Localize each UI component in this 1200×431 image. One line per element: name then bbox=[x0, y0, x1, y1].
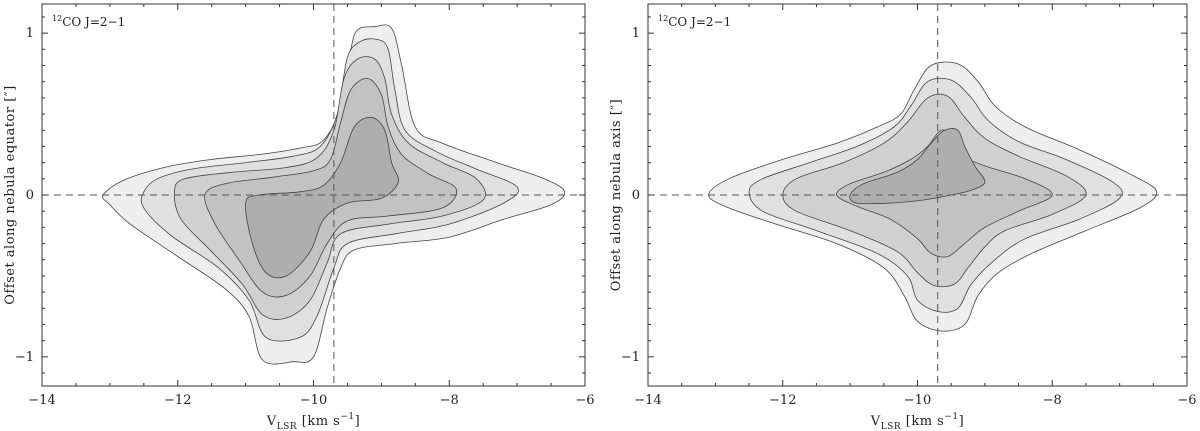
y-tick-label: 0 bbox=[632, 188, 640, 203]
y-tick-label: −1 bbox=[621, 350, 640, 365]
x-tick-label: −6 bbox=[575, 393, 594, 408]
y-tick-label: 0 bbox=[26, 188, 34, 203]
x-tick-label: −10 bbox=[300, 393, 327, 408]
y-tick-label: 1 bbox=[26, 26, 34, 41]
panel-label: 12CO J=2−1 bbox=[52, 14, 125, 29]
y-tick-label: −1 bbox=[15, 350, 34, 365]
x-axis-label: VLSR [km s−1] bbox=[266, 412, 360, 431]
x-tick-label: −8 bbox=[440, 393, 459, 408]
x-tick-label: −12 bbox=[769, 393, 796, 408]
y-axis-label: Offset along nebula equator [″] bbox=[3, 85, 18, 304]
x-tick-label: −14 bbox=[634, 393, 661, 408]
contour-level-5 bbox=[849, 128, 986, 205]
y-tick-label: 1 bbox=[632, 26, 640, 41]
y-axis-label: Offset along nebula axis [″] bbox=[609, 99, 624, 291]
x-tick-label: −6 bbox=[1177, 393, 1196, 408]
contour-level-5 bbox=[245, 116, 399, 279]
x-tick-label: −14 bbox=[28, 393, 55, 408]
x-axis-label: VLSR [km s−1] bbox=[870, 412, 964, 431]
panel-label: 12CO J=2−1 bbox=[658, 14, 731, 29]
x-tick-label: −8 bbox=[1043, 393, 1062, 408]
x-tick-label: −12 bbox=[164, 393, 191, 408]
x-tick-label: −10 bbox=[904, 393, 931, 408]
